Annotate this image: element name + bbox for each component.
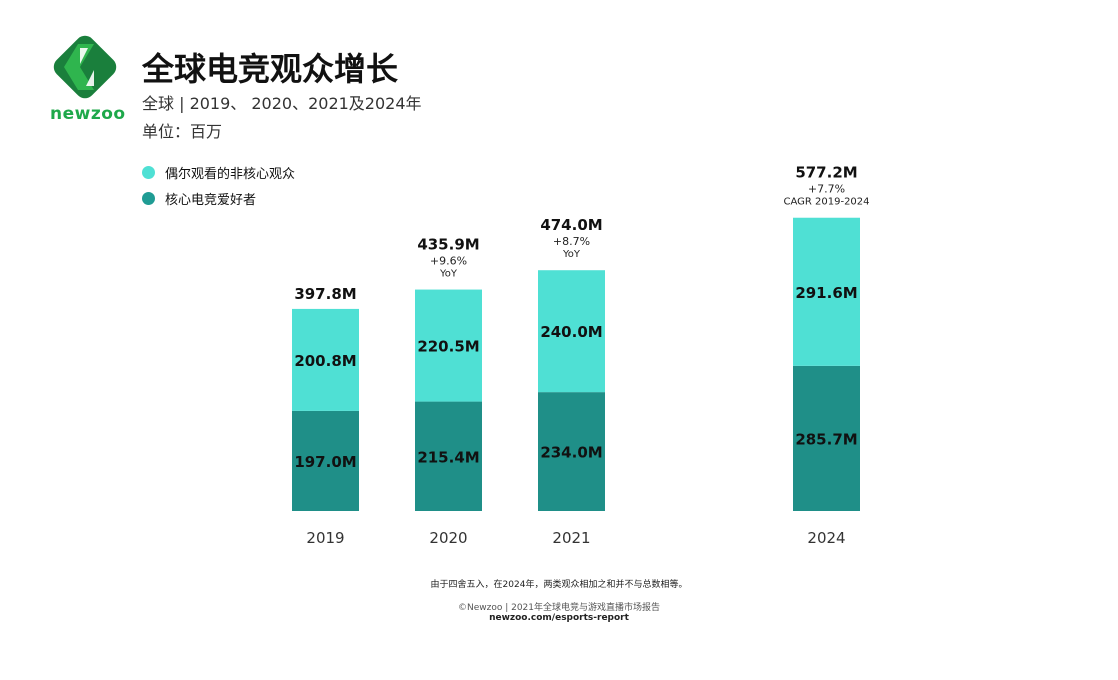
bar-2024-casual [793, 217, 860, 366]
credit: ©Newzoo | 2021年全球电竞与游戏直播市场报告 [457, 603, 661, 613]
legend-item-core: 核心电竞爱好者 [142, 189, 256, 208]
bar-2019-core [292, 410, 359, 511]
unit-label: 单位：百万 [142, 122, 223, 141]
bar-value-label: 215.4M [417, 448, 479, 466]
growth-label: +8.7% [553, 235, 590, 248]
legend-label: 偶尔观看的非核心观众 [165, 167, 296, 182]
legend-label: 核心电竞爱好者 [165, 193, 257, 208]
newzoo-logo [53, 35, 117, 99]
bar-2019-casual [292, 308, 359, 411]
growth-label: +9.6% [430, 255, 467, 268]
x-tick-label: 2020 [429, 529, 467, 547]
growth-type-label: YoY [439, 269, 458, 280]
total-label: 577.2M [795, 164, 857, 182]
bar-value-label: 285.7M [795, 430, 857, 448]
bar-value-label: 234.0M [540, 444, 602, 462]
x-tick-label: 2024 [807, 529, 845, 547]
legend-item-casual: 偶尔观看的非核心观众 [142, 163, 295, 182]
legend-swatch [142, 166, 155, 179]
growth-type-label: CAGR 2019-2024 [783, 197, 869, 208]
x-tick-label: 2021 [552, 529, 590, 547]
total-label: 474.0M [540, 216, 602, 234]
growth-label: +7.7% [808, 183, 845, 196]
total-label: 397.8M [294, 285, 356, 303]
chart-title: 全球电竞观众增长 [142, 50, 399, 88]
bar-2021-casual [538, 270, 605, 393]
bar-value-label: 220.5M [417, 338, 479, 356]
bar-value-label: 200.8M [294, 352, 356, 370]
footnote: 由于四舍五入，在2024年，两类观众相加之和并不与总数相等。 [430, 580, 688, 590]
bar-value-label: 197.0M [294, 453, 356, 471]
bar-2024-core [793, 365, 860, 511]
bar-2021-core [538, 392, 605, 511]
chart-subtitle: 全球 | 2019、 2020、2021及2024年 [142, 94, 422, 113]
bar-value-label: 240.0M [540, 323, 602, 341]
logo-text: newzoo [50, 104, 126, 124]
x-tick-label: 2019 [306, 529, 344, 547]
stacked-bar-chart: 197.0M 200.8M 2019 397.8M 215.4M 220.5M 2020 43… [292, 164, 870, 547]
bar-2020-core [415, 401, 482, 511]
growth-type-label: YoY [562, 249, 581, 260]
report-url: newzoo.com/esports-report [489, 613, 629, 623]
bar-2020-casual [415, 289, 482, 402]
bar-value-label: 291.6M [795, 284, 857, 302]
legend-swatch [142, 192, 155, 205]
total-label: 435.9M [417, 236, 479, 254]
